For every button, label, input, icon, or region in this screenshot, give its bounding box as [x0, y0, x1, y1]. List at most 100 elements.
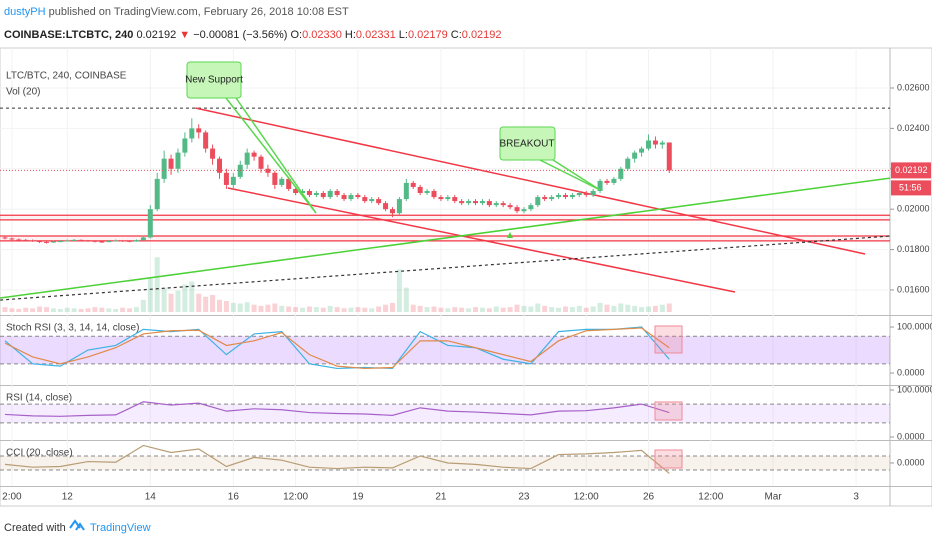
y-tick-label: 100.0000	[897, 384, 932, 394]
volume-bar	[106, 308, 112, 312]
candle-body	[473, 201, 479, 204]
level-zone	[0, 215, 890, 220]
candle-body	[50, 241, 56, 243]
candle-body	[417, 186, 423, 194]
candle-body	[376, 199, 382, 204]
candle-body	[583, 193, 589, 196]
author[interactable]: dustyPH	[4, 6, 46, 18]
volume-bar	[652, 305, 658, 312]
volume-bar	[355, 307, 361, 312]
logo	[69, 519, 85, 531]
candle-body	[300, 190, 306, 194]
indicator-line	[4, 401, 670, 417]
volume-bar	[168, 293, 174, 312]
volume-bar	[140, 299, 146, 312]
candle-body	[459, 201, 465, 204]
volume-bar	[473, 307, 479, 312]
callout-text: BREAKOUT	[499, 139, 554, 150]
volume-bar	[597, 302, 603, 312]
volume-bar	[424, 307, 430, 312]
volume-bar	[64, 307, 70, 312]
candle-body	[438, 197, 444, 200]
candle-body	[203, 132, 209, 149]
x-tick-label: 2:00	[2, 492, 22, 503]
change: −0.00081 (−3.56%)	[193, 29, 287, 41]
candle-body	[230, 176, 236, 185]
candle-body	[16, 239, 22, 241]
candle-body	[445, 197, 451, 200]
volume-bar	[590, 306, 596, 312]
candle-body	[320, 193, 326, 198]
candle-body	[646, 140, 652, 149]
volume-bar	[438, 307, 444, 312]
volume-bar	[244, 302, 250, 312]
candle-body	[9, 238, 15, 240]
candle-body	[37, 241, 43, 243]
volume-bar	[78, 308, 84, 312]
x-tick-label: Mar	[764, 492, 782, 503]
candle-body	[521, 209, 527, 212]
candle-body	[286, 178, 292, 189]
candle-body	[348, 195, 354, 200]
volume-bar	[57, 308, 63, 312]
candle-body	[43, 241, 49, 243]
volume-bar	[92, 307, 98, 312]
highlight-box	[654, 401, 683, 421]
candle-body	[556, 195, 562, 198]
candle-body	[210, 148, 216, 159]
candle-body	[542, 197, 548, 200]
c: 0.02192	[462, 29, 502, 41]
published: published on TradingView.com, February 2…	[49, 6, 349, 18]
x-tick-label: 12:00	[698, 492, 723, 503]
callout-pointer	[225, 97, 317, 214]
candle-body	[99, 241, 105, 243]
volume-bar	[127, 308, 133, 312]
candle-body	[106, 241, 112, 243]
volume-bar	[50, 308, 56, 312]
x-tick-label: 14	[145, 492, 157, 503]
candle-body	[493, 203, 499, 206]
candle-body	[639, 148, 645, 153]
candle-body	[597, 180, 603, 191]
volume-bar	[618, 303, 624, 312]
volume-title: Vol (20)	[6, 87, 40, 98]
candle-body	[258, 156, 264, 169]
candle-body	[625, 158, 631, 169]
volume-bar	[583, 307, 589, 312]
x-tick-label: 21	[435, 492, 447, 503]
x-tick-label: 19	[352, 492, 364, 503]
trendline	[227, 187, 736, 293]
volume-bar	[9, 308, 15, 312]
x-tick-label: 16	[228, 492, 240, 503]
countdown: 51:56	[899, 182, 922, 192]
candle-body	[154, 178, 160, 210]
volume-bar	[459, 307, 465, 312]
candle-body	[486, 201, 492, 206]
plot: 2:00 12 14 16 12:00 19 21 23 12:00 26 12:00 Mar 3 0.0…	[0, 48, 932, 506]
indicator-line	[4, 326, 670, 370]
volume-bar	[293, 307, 299, 312]
y-tick-label: 0.02000	[897, 204, 930, 214]
candle-body	[23, 239, 29, 241]
callouts: New Support BREAKOUT	[185, 61, 683, 469]
footer-brand[interactable]: TradingView	[90, 522, 151, 534]
l: 0.02179	[408, 29, 448, 41]
candle-body	[78, 239, 84, 241]
candle-body	[223, 172, 229, 185]
candle-body	[514, 207, 520, 212]
highlight-box	[654, 325, 683, 354]
volume-bar	[300, 307, 306, 312]
indicator-title: Stoch RSI (3, 3, 14, 14, close)	[6, 323, 139, 334]
indicator-line	[4, 327, 670, 370]
candle-body	[528, 205, 534, 210]
x-tick-label: 12:00	[283, 492, 308, 503]
volume-bar	[306, 306, 312, 312]
candle-body	[652, 140, 658, 145]
y-tick-label: 0.01800	[897, 244, 930, 254]
volume-bar	[666, 303, 672, 312]
candle-body	[57, 241, 63, 243]
volume-bar	[611, 305, 617, 312]
l-label: L:	[399, 29, 408, 41]
candle-body	[424, 190, 430, 194]
